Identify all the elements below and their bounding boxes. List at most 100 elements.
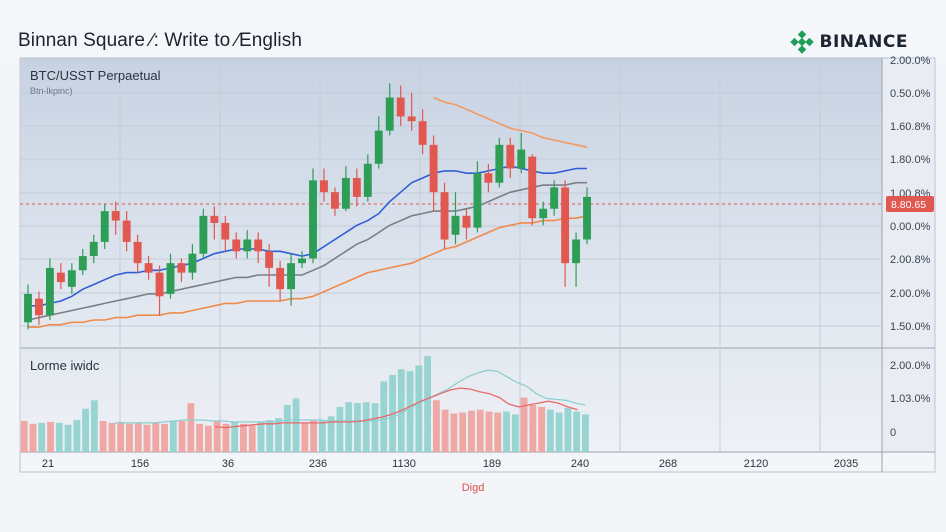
volume-bar <box>582 414 589 452</box>
candle-down <box>528 156 537 219</box>
candle-up <box>517 149 526 169</box>
volume-bar <box>459 412 467 452</box>
volume-bar <box>354 403 361 452</box>
x-tick-label: 236 <box>309 458 327 470</box>
candle-down <box>561 187 570 264</box>
volume-bar <box>47 421 54 452</box>
volume-bar <box>90 400 98 452</box>
volume-bar <box>406 371 414 452</box>
candle-up <box>495 144 504 183</box>
volume-bar <box>485 411 493 452</box>
page-title: Binnan Square ∕: Write to ∕English <box>18 30 302 51</box>
candle-up <box>374 130 383 164</box>
brand[interactable]: BINANCE <box>789 30 908 54</box>
ma-gray-line <box>27 181 587 321</box>
x-tick-label: 268 <box>659 458 677 470</box>
volume-bar <box>248 425 256 452</box>
volume-bar <box>468 410 475 452</box>
y-tick-label: 2.00.8% <box>890 254 931 266</box>
volume-bar <box>494 412 502 452</box>
y-tick-label: 1.60.8% <box>890 121 931 133</box>
volume-bar <box>503 411 510 452</box>
volume-bar <box>371 403 379 452</box>
volume-bar <box>20 420 28 452</box>
volume-bar <box>108 422 116 452</box>
candle-down <box>111 211 120 221</box>
candle-up <box>539 208 548 219</box>
volume-bar <box>99 420 107 452</box>
candle-down <box>232 239 241 252</box>
volume-bar <box>573 411 581 452</box>
volume-bar <box>266 420 274 452</box>
volume-bar <box>169 420 177 452</box>
candle-up <box>199 215 208 254</box>
volume-bar <box>415 365 423 452</box>
volume-bar <box>126 423 133 452</box>
volume-bar <box>196 423 204 452</box>
x-tick-label: 240 <box>571 458 589 470</box>
title-bar: Binnan Square ∕: Write to ∕English BINAN… <box>0 0 946 58</box>
x-axis-footer-label: Digd <box>461 482 485 494</box>
candle-down <box>440 192 449 240</box>
candle-up <box>550 187 559 209</box>
pair-subtitle: Btn-lkpinc) <box>30 86 73 96</box>
candle-down <box>429 144 438 193</box>
volume-bar <box>134 422 142 452</box>
volume-bar <box>29 423 37 452</box>
volume-bar <box>450 413 458 452</box>
candle-down <box>276 267 285 290</box>
volume-bar <box>231 421 239 452</box>
volume-trend-teal <box>115 369 586 424</box>
volume-bar <box>511 414 519 452</box>
candle-down <box>407 116 416 122</box>
candle-down <box>462 215 471 228</box>
volume-bar <box>292 398 300 452</box>
candle-up <box>298 258 306 264</box>
y-tick-label: 1.80.0% <box>890 154 931 166</box>
ma-orange-line <box>28 215 588 328</box>
volume-bar <box>143 424 151 452</box>
candle-down <box>56 272 65 283</box>
candle-down <box>221 222 230 240</box>
candle-down <box>155 272 164 297</box>
candle-down <box>35 298 43 316</box>
volume-bar <box>73 420 81 452</box>
volume-bar <box>529 405 537 452</box>
volume-bar <box>275 418 282 452</box>
candle-up <box>451 215 460 235</box>
y-tick-label: 0.50.0% <box>890 88 931 100</box>
candle-up <box>287 263 296 290</box>
y-tick-label: 2.00.0% <box>890 288 931 300</box>
volume-bar <box>240 423 247 452</box>
volume-bar <box>213 420 221 452</box>
candle-down <box>177 263 186 273</box>
x-tick-label: 36 <box>222 458 234 470</box>
brand-name: BINANCE <box>819 32 908 52</box>
y-tick-label: 1.50.0% <box>890 321 931 333</box>
candle-up <box>243 239 252 252</box>
candle-up <box>89 241 98 257</box>
candle-up <box>45 267 54 316</box>
volume-bar <box>55 422 63 452</box>
candle-up <box>78 256 87 271</box>
price-panel-bg <box>20 58 882 348</box>
x-tick-label: 2120 <box>744 458 768 470</box>
candle-up <box>67 270 76 287</box>
volume-bar <box>283 405 291 452</box>
volume-bar <box>82 408 90 452</box>
pair-title: BTC/USST Perpaetual <box>30 68 161 83</box>
volume-bar <box>187 403 195 452</box>
volume-bar <box>204 425 212 452</box>
y-tick-label: 2.00.0% <box>890 55 931 67</box>
x-tick-label: 1130 <box>392 458 416 470</box>
volume-bar <box>546 409 554 452</box>
candle-up <box>309 180 317 259</box>
volume-bar <box>301 422 309 452</box>
x-tick-label: 189 <box>483 458 501 470</box>
y-axis-bg <box>882 58 935 452</box>
candle-down <box>506 144 515 169</box>
volume-bar <box>161 423 168 452</box>
candle-down <box>133 241 142 264</box>
candle-up <box>583 196 591 240</box>
